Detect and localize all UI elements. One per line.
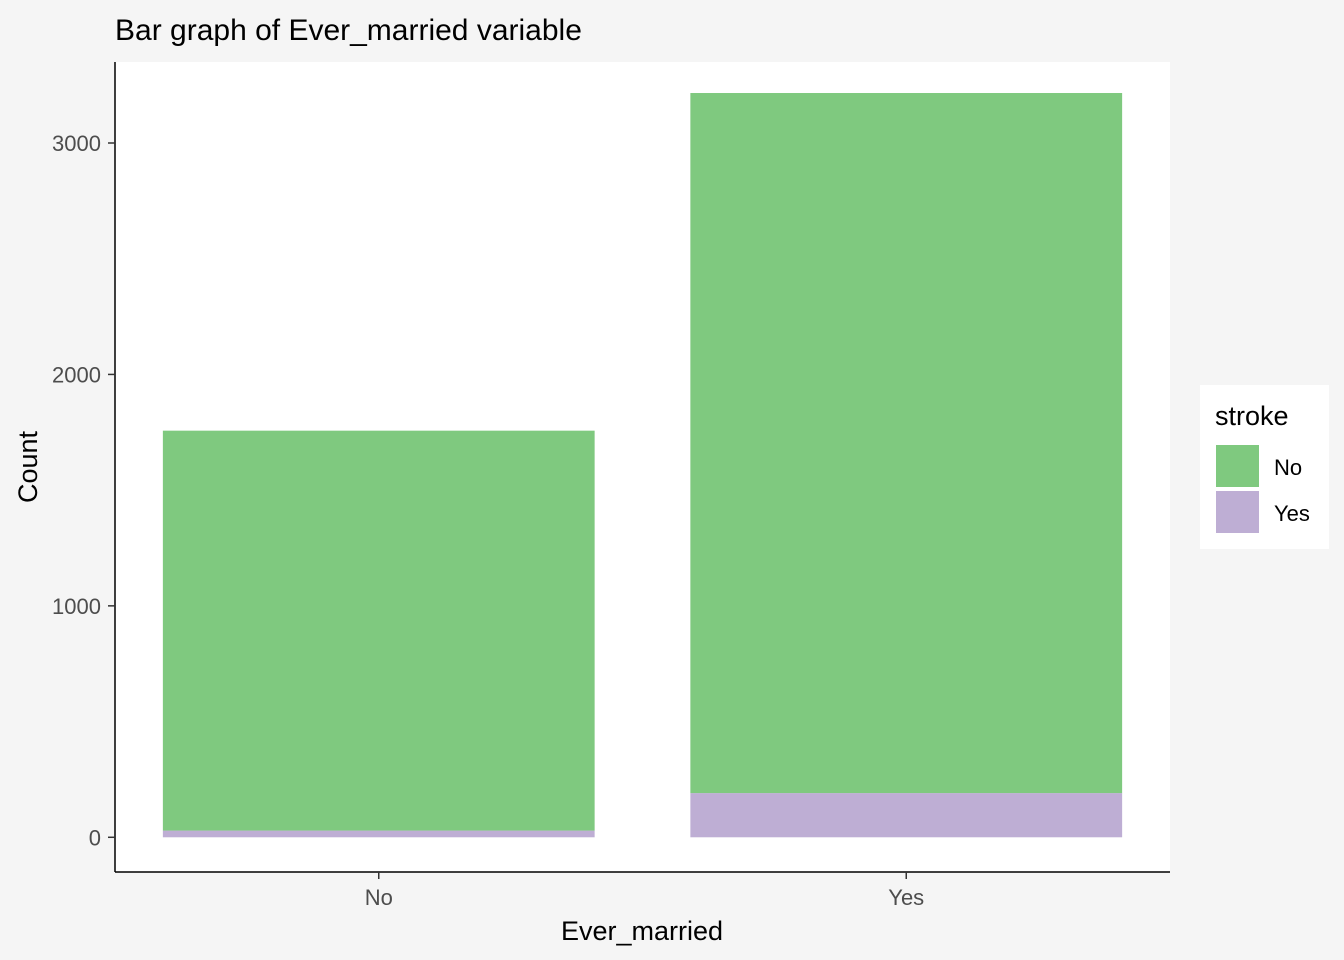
legend-key-yes [1216, 491, 1259, 533]
x-tick-label: Yes [888, 885, 924, 910]
bar-yes-stroke-yes [690, 793, 1123, 838]
x-ticks: No Yes [365, 872, 924, 910]
chart-title: Bar graph of Ever_married variable [115, 14, 582, 47]
bar-no-stroke-yes [162, 830, 595, 838]
legend-label-yes: Yes [1274, 501, 1310, 526]
y-tick-label: 3000 [52, 131, 101, 156]
x-axis-title: Ever_married [561, 916, 723, 946]
bars [162, 93, 1123, 838]
x-tick-label: No [365, 885, 393, 910]
bar-no-stroke-no [162, 430, 595, 831]
legend-key-no [1216, 445, 1259, 487]
legend-label-no: No [1274, 455, 1302, 480]
y-axis-title: Count [13, 430, 43, 503]
legend-items: No Yes [1216, 445, 1310, 533]
y-ticks: 0 1000 2000 3000 [52, 131, 115, 850]
y-tick-label: 1000 [52, 594, 101, 619]
bar-yes-stroke-no [690, 93, 1123, 794]
legend-title: stroke [1215, 401, 1289, 431]
y-tick-label: 0 [89, 825, 101, 850]
y-tick-label: 2000 [52, 362, 101, 387]
legend: stroke No Yes [1200, 385, 1329, 549]
